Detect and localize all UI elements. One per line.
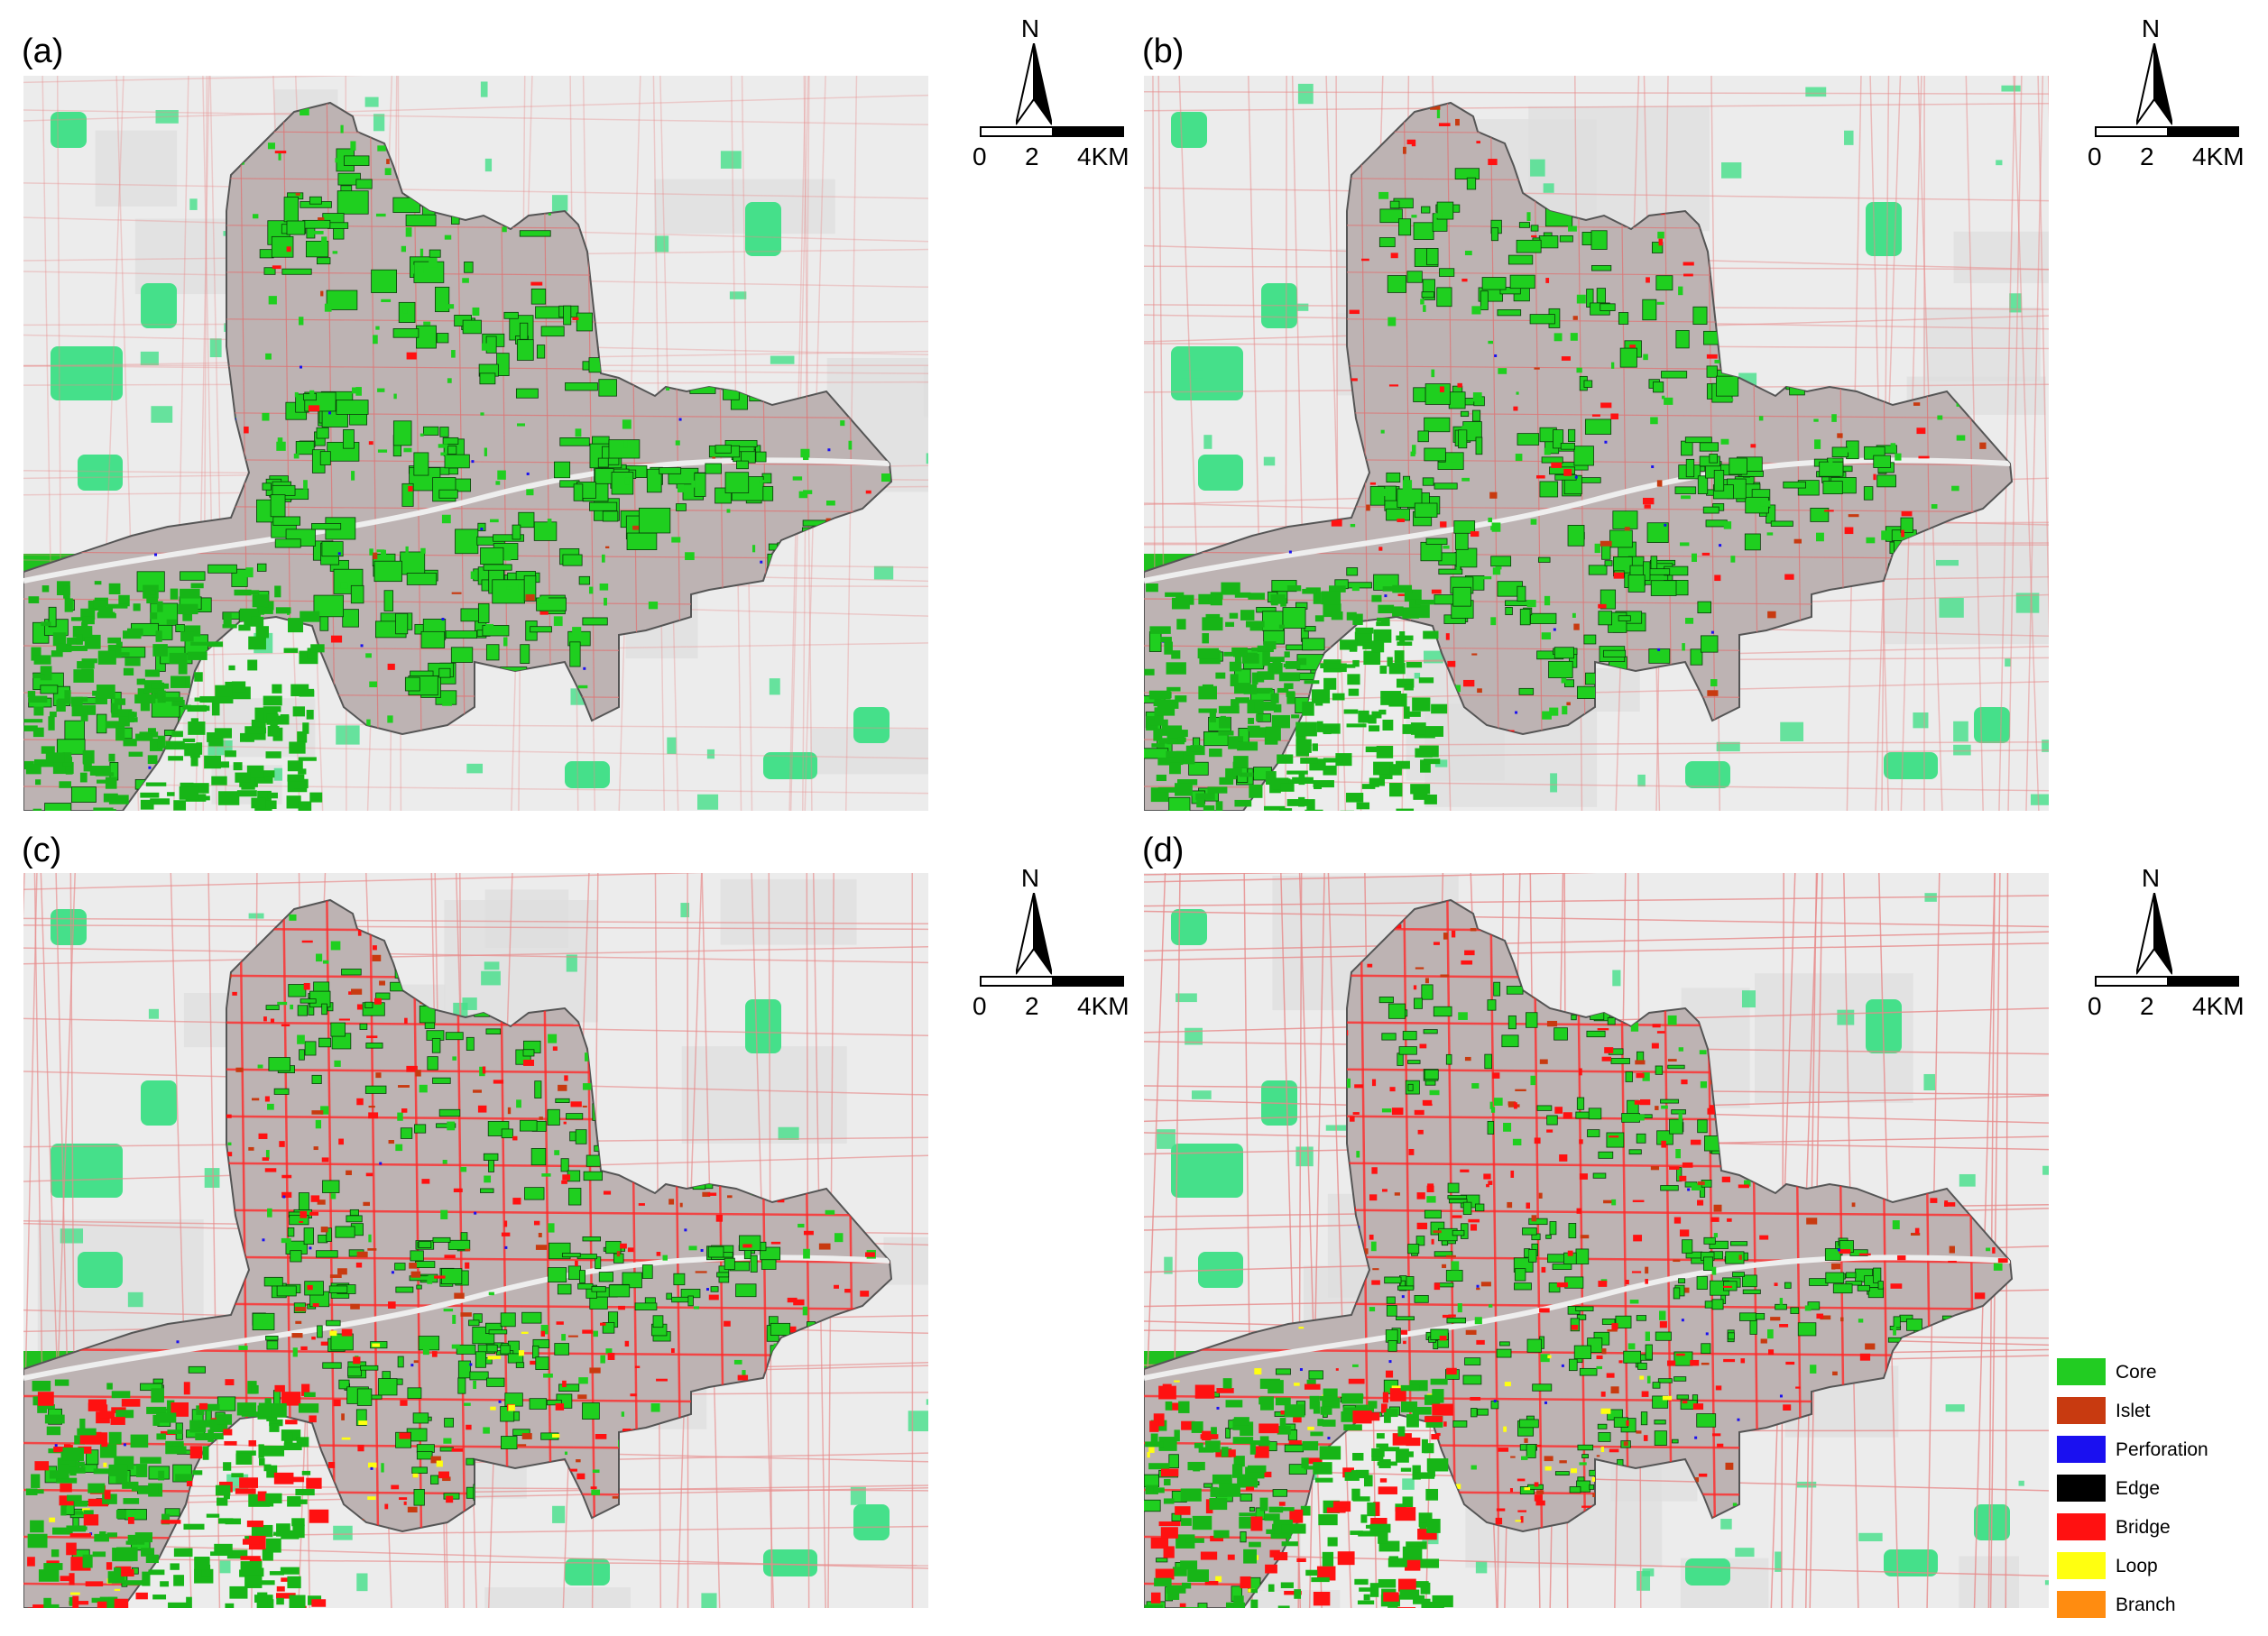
legend-swatch <box>2057 1513 2106 1540</box>
north-arrow-icon <box>2136 893 2172 975</box>
scale-tick-2: 2 <box>2140 992 2154 1020</box>
scale-bar-d: 0 2 4KM <box>2088 976 2257 1030</box>
legend-item-bridge: Bridge <box>2057 1508 2264 1547</box>
north-letter: N <box>2141 864 2161 892</box>
scale-tick-0: 0 <box>2088 992 2102 1020</box>
scale-bar-c: 0 2 4KM <box>973 976 1142 1030</box>
legend-item-loop: Loop <box>2057 1547 2264 1585</box>
legend-label: Core <box>2116 1362 2157 1383</box>
north-arrow-icon <box>1016 893 1052 975</box>
legend-label: Perforation <box>2116 1439 2208 1460</box>
panel-label-c: (c) <box>22 832 62 869</box>
scale-tick-2: 2 <box>2140 142 2154 170</box>
legend-label: Branch <box>2116 1595 2176 1615</box>
legend-swatch <box>2057 1591 2106 1618</box>
legend-swatch <box>2057 1358 2106 1385</box>
landscape-map <box>1144 76 2049 811</box>
legend-swatch <box>2057 1436 2106 1463</box>
legend-item-islet: Islet <box>2057 1392 2264 1430</box>
north-arrow-c: N <box>1003 864 1111 975</box>
landscape-map <box>23 76 928 811</box>
scale-tick-4km: 4KM <box>2192 142 2245 170</box>
scale-tick-0: 0 <box>973 142 987 170</box>
north-arrow-b: N <box>2124 14 2232 125</box>
scale-tick-4km: 4KM <box>1077 992 1129 1020</box>
panel-label-b: (b) <box>1142 32 1185 70</box>
scale-tick-4km: 4KM <box>1077 142 1129 170</box>
map-panel-b <box>1144 76 2049 811</box>
north-letter: N <box>1020 14 1040 42</box>
legend-swatch <box>2057 1552 2106 1579</box>
north-arrow-a: N <box>1003 14 1111 125</box>
north-arrow-icon <box>2136 43 2172 125</box>
north-letter: N <box>1020 864 1040 892</box>
landscape-map <box>1144 873 2049 1608</box>
scale-tick-0: 0 <box>973 992 987 1020</box>
scale-tick-4km: 4KM <box>2192 992 2245 1020</box>
north-arrow-d: N <box>2124 864 2232 975</box>
map-panel-c <box>23 873 928 1608</box>
legend-label: Islet <box>2116 1401 2151 1421</box>
legend-item-perforation: Perforation <box>2057 1430 2264 1469</box>
legend-swatch <box>2057 1475 2106 1502</box>
panel-label-d: (d) <box>1142 832 1185 869</box>
legend-item-core: Core <box>2057 1353 2264 1392</box>
north-arrow-icon <box>1016 43 1052 125</box>
legend-label: Edge <box>2116 1478 2161 1499</box>
legend-item-edge: Edge <box>2057 1469 2264 1508</box>
legend-label: Loop <box>2116 1556 2158 1576</box>
scale-bar-b: 0 2 4KM <box>2088 126 2257 180</box>
panel-label-a: (a) <box>22 32 64 70</box>
scale-tick-2: 2 <box>1025 142 1039 170</box>
legend-label: Bridge <box>2116 1517 2171 1538</box>
landscape-map <box>23 873 928 1608</box>
map-panel-a <box>23 76 928 811</box>
scale-tick-2: 2 <box>1025 992 1039 1020</box>
legend-swatch <box>2057 1397 2106 1424</box>
scale-bar-a: 0 2 4KM <box>973 126 1142 180</box>
legend: Core Islet Perforation Edge Bridge Loop … <box>2057 1353 2264 1624</box>
north-letter: N <box>2141 14 2161 42</box>
scale-tick-0: 0 <box>2088 142 2102 170</box>
map-panel-d <box>1144 873 2049 1608</box>
legend-item-branch: Branch <box>2057 1585 2264 1624</box>
